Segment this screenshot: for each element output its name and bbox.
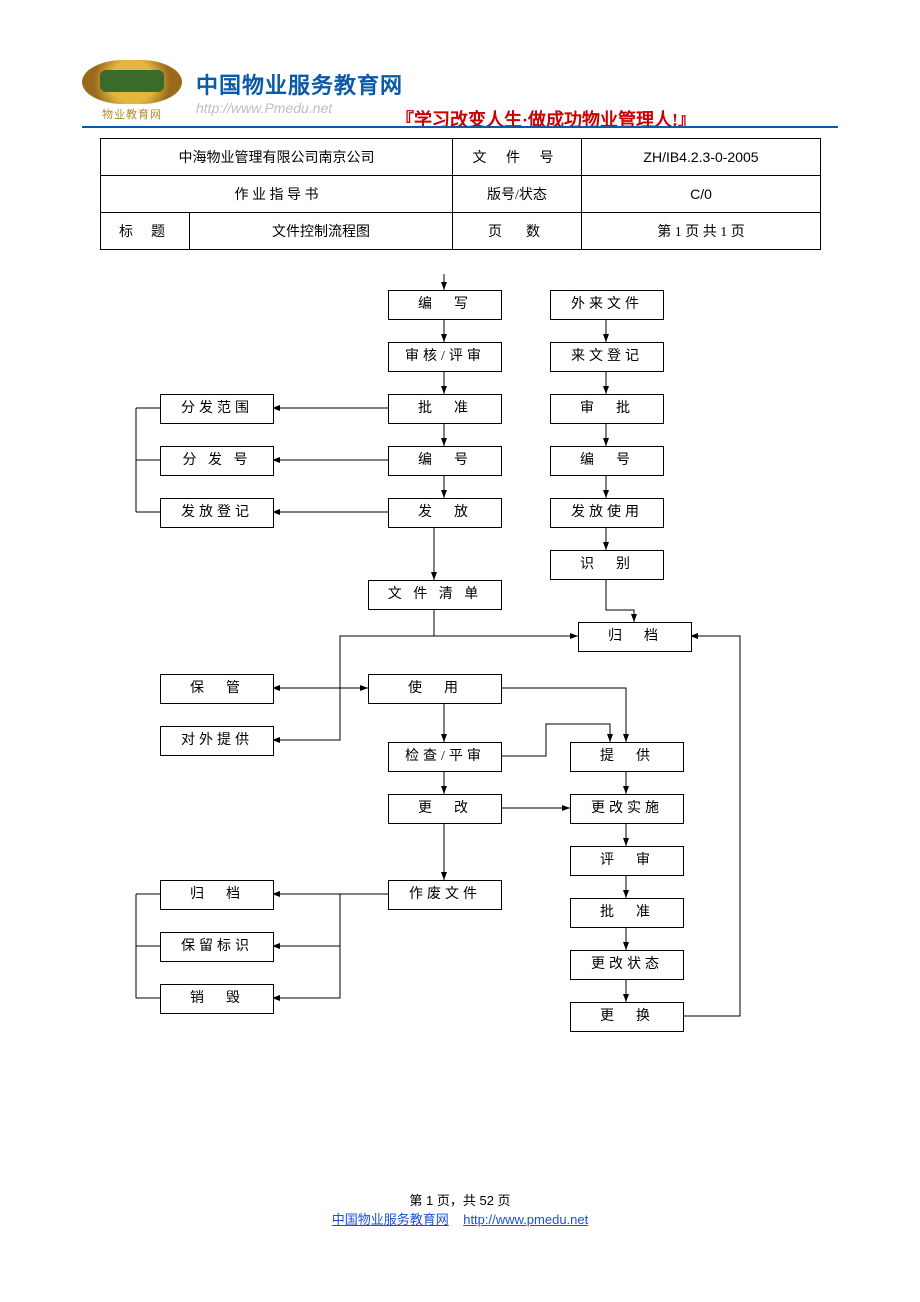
- flow-node-n_dwtg: 对外提供: [160, 726, 274, 756]
- logo-graphic: [82, 60, 182, 104]
- flow-node-n_guidang: 归 档: [578, 622, 692, 652]
- site-url: http://www.Pmedu.net: [196, 100, 332, 116]
- flow-node-n_tigong: 提 供: [570, 742, 684, 772]
- flow-node-n_guidang2: 归 档: [160, 880, 274, 910]
- flow-node-n_shibie: 识 别: [550, 550, 664, 580]
- flow-node-n_laiwen: 来文登记: [550, 342, 664, 372]
- flow-node-n_ffdj: 发放登记: [160, 498, 274, 528]
- ver-value: C/0: [582, 176, 821, 213]
- header-rule: [82, 126, 838, 128]
- flow-node-n_ffsy: 发放使用: [550, 498, 664, 528]
- flowchart: 编 写 外来文件审核/评审 来文登记批 准 审 批编 号 编 号发 放 发放使用识 别 分发…: [100, 280, 820, 1060]
- flow-node-n_wailai: 外来文件: [550, 290, 664, 320]
- flow-node-n_jcps: 检查/平审: [388, 742, 502, 772]
- flow-node-n_xiaohui: 销 毁: [160, 984, 274, 1014]
- flow-node-n_ffh: 分 发 号: [160, 446, 274, 476]
- flow-node-n_pizhun: 批 准: [388, 394, 502, 424]
- doc-info-table: 中海物业管理有限公司南京公司 文 件 号 ZH/IB4.2.3-0-2005 作…: [100, 138, 821, 250]
- flow-node-n_genggai: 更 改: [388, 794, 502, 824]
- page-label: 页数: [453, 213, 582, 250]
- flow-node-n_ggzt: 更改状态: [570, 950, 684, 980]
- site-logo: 物业教育网: [82, 60, 182, 126]
- flow-node-n_blbs: 保留标识: [160, 932, 274, 962]
- flow-node-n_wjqd: 文 件 清 单: [368, 580, 502, 610]
- page-value: 第 1 页 共 1 页: [582, 213, 821, 250]
- flow-node-n_genghuan: 更 换: [570, 1002, 684, 1032]
- flow-node-n_ffw: 分发范围: [160, 394, 274, 424]
- flow-node-n_zfwj: 作废文件: [388, 880, 502, 910]
- fileno-value: ZH/IB4.2.3-0-2005: [582, 139, 821, 176]
- flow-node-n_pizhun2: 批 准: [570, 898, 684, 928]
- fileno-label: 文 件 号: [453, 139, 582, 176]
- site-title: 中国物业服务教育网: [196, 68, 403, 100]
- ver-label: 版号/状态: [453, 176, 582, 213]
- flow-node-n_ggss: 更改实施: [570, 794, 684, 824]
- flow-node-n_shenhe: 审核/评审: [388, 342, 502, 372]
- footer-link-url[interactable]: http://www.pmedu.net: [463, 1212, 588, 1227]
- flow-node-n_bianxie: 编 写: [388, 290, 502, 320]
- footer-link-site[interactable]: 中国物业服务教育网: [332, 1212, 449, 1227]
- flow-node-n_shiyong: 使 用: [368, 674, 502, 704]
- page-footer: 第 1 页，共 52 页 中国物业服务教育网 http://www.pmedu.…: [0, 1190, 920, 1228]
- flow-node-n_bianhaoR: 编 号: [550, 446, 664, 476]
- footer-page-info: 第 1 页，共 52 页: [0, 1190, 920, 1209]
- flow-node-n_pingshen: 评 审: [570, 846, 684, 876]
- org-cell: 中海物业管理有限公司南京公司: [101, 139, 453, 176]
- flow-node-n_bianhaoL: 编 号: [388, 446, 502, 476]
- book-cell: 作 业 指 导 书: [101, 176, 453, 213]
- site-slogan: 『学习改变人生·做成功物业管理人!』: [396, 106, 696, 132]
- flow-node-n_fafang: 发 放: [388, 498, 502, 528]
- flow-node-n_baoguan: 保 管: [160, 674, 274, 704]
- flow-node-n_shenpi: 审 批: [550, 394, 664, 424]
- title-value: 文件控制流程图: [190, 213, 453, 250]
- title-label: 标题: [101, 213, 190, 250]
- logo-caption: 物业教育网: [82, 106, 182, 122]
